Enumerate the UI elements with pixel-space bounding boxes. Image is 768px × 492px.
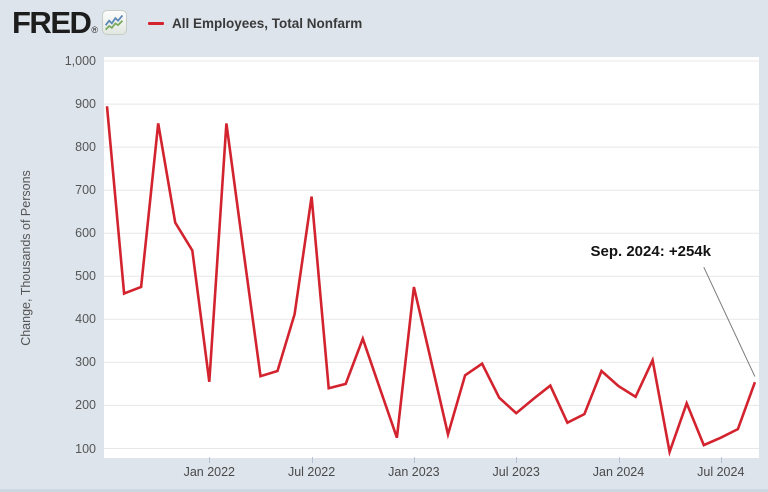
data-line xyxy=(105,106,757,457)
x-axis-tick-mark xyxy=(413,457,415,463)
legend-line-swatch xyxy=(148,21,164,25)
series-legend: All Employees, Total Nonfarm xyxy=(148,13,362,33)
y-axis-tick-label: 400 xyxy=(75,312,96,327)
x-axis-tick-mark xyxy=(516,457,518,463)
logo-green-line xyxy=(105,20,124,31)
y-axis-tick-label: 300 xyxy=(75,355,96,370)
y-axis-tick-label: 100 xyxy=(75,441,96,456)
x-axis-tick-mark xyxy=(720,457,722,463)
logo-blue-line xyxy=(104,14,124,26)
x-axis-tick-label: Jan 2024 xyxy=(592,465,645,479)
series-annotation: Sep. 2024: +254k xyxy=(590,243,711,260)
x-axis-tick-label: Jul 2022 xyxy=(287,465,336,479)
annotation-pointer-line xyxy=(703,266,756,377)
registered-trademark-icon: ® xyxy=(91,25,99,35)
y-axis-tick-label: 600 xyxy=(75,226,96,241)
legend-series-label: All Employees, Total Nonfarm xyxy=(172,15,363,31)
logo-sparkline-graphic xyxy=(104,14,124,31)
fred-logo-chart-icon xyxy=(102,10,128,35)
x-axis-tick-label: Jul 2023 xyxy=(492,465,540,479)
plot-area[interactable] xyxy=(104,57,759,458)
y-axis-tick-label: 700 xyxy=(75,183,96,198)
bottom-edge-strip xyxy=(0,489,768,492)
x-axis-tick-mark xyxy=(311,457,313,463)
y-axis-tick-label: 1,000 xyxy=(64,54,96,68)
y-axis-tick-label: 200 xyxy=(75,398,96,413)
x-axis-tick-label: Jan 2022 xyxy=(183,465,236,479)
y-axis-tick-label: 800 xyxy=(75,140,96,155)
x-axis-tick-label: Jan 2023 xyxy=(388,465,440,479)
fred-logo-text: FRED xyxy=(12,5,92,40)
x-axis-tick-label: Jul 2024 xyxy=(697,465,745,479)
y-axis-tick-label: 900 xyxy=(75,97,96,112)
y-axis-tick-label: 500 xyxy=(75,269,96,284)
x-axis-tick-mark xyxy=(618,457,620,463)
x-axis-tick-mark xyxy=(209,457,211,463)
fred-logo: FRED ® xyxy=(12,5,128,40)
